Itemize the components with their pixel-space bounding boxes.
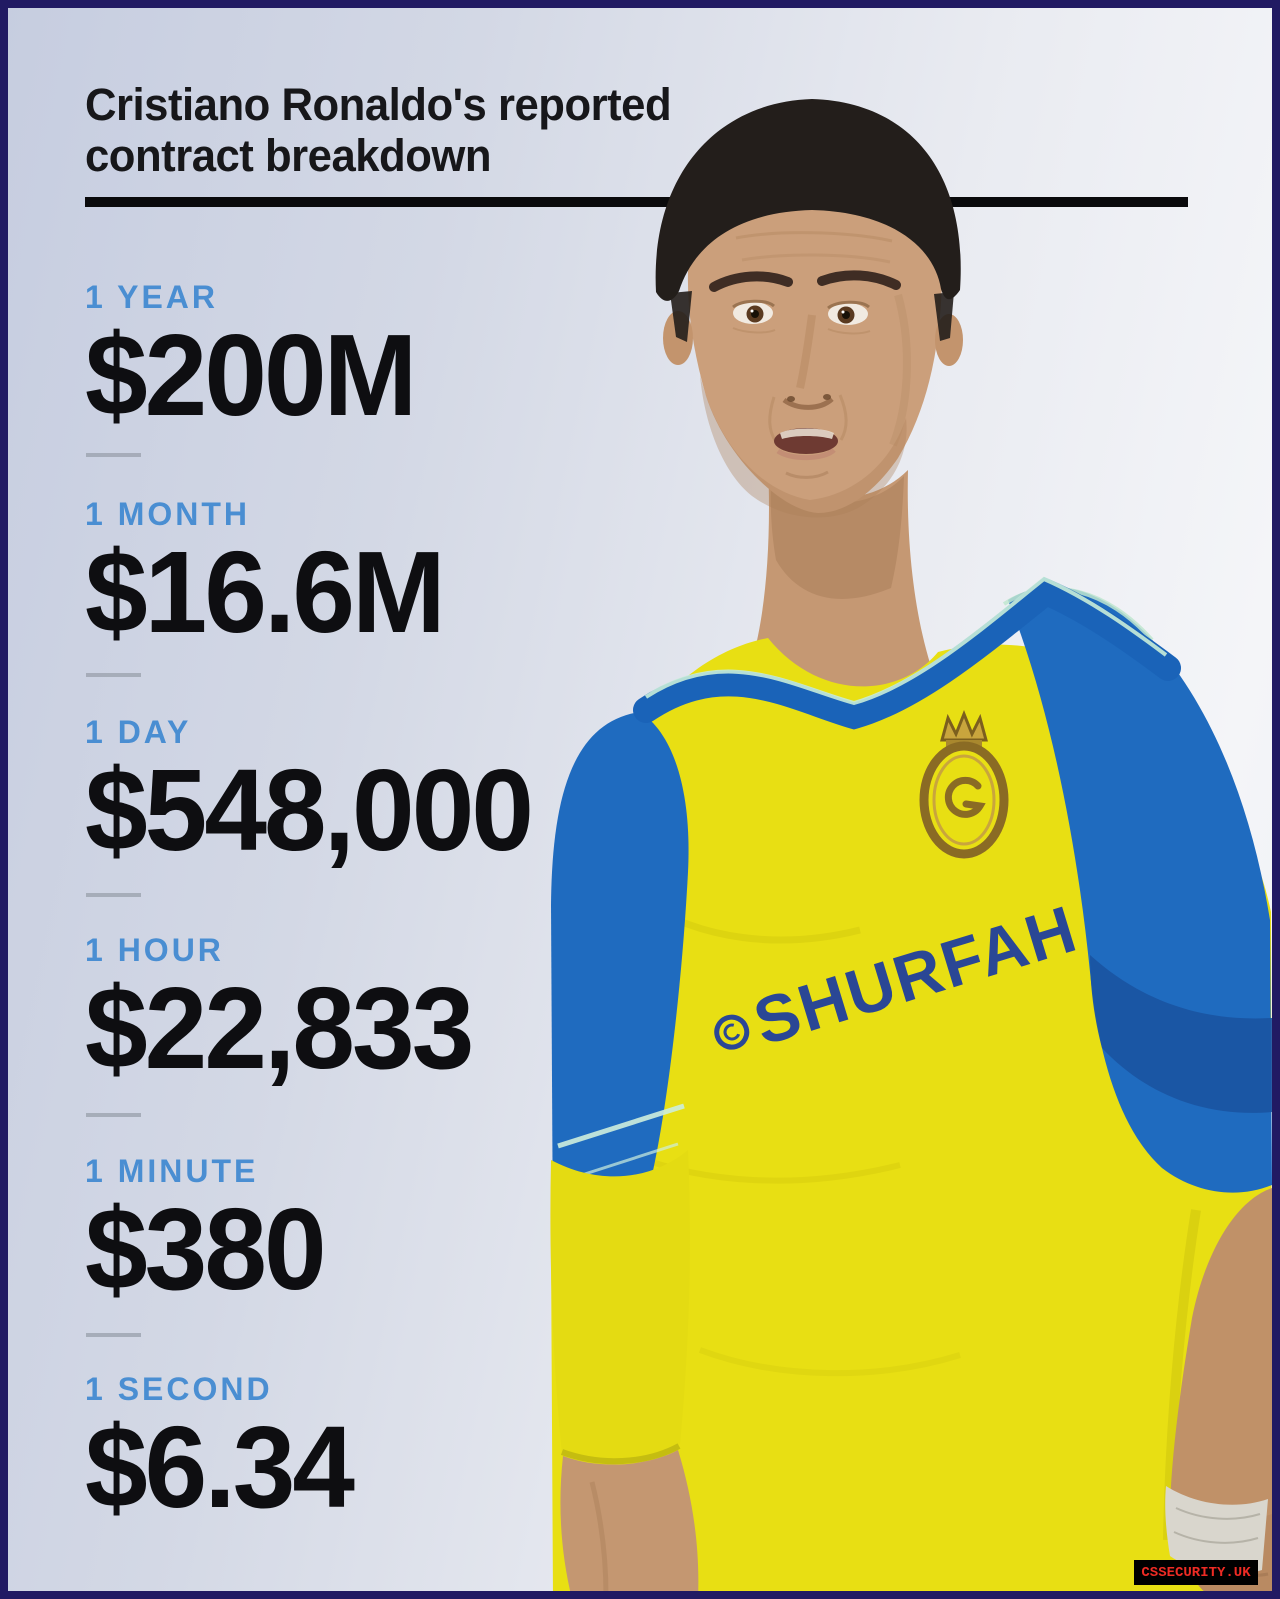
title-line-1: Cristiano Ronaldo's reported <box>85 79 672 130</box>
stat-label: 1 HOUR <box>85 932 224 968</box>
stat-row-month: 1 MONTH $16.6M <box>85 496 454 657</box>
stat-divider <box>86 893 141 897</box>
stat-divider <box>86 1333 141 1337</box>
stat-value: $16.6M <box>85 527 446 657</box>
stat-value: $6.34 <box>85 1402 355 1532</box>
stat-value: $548,000 <box>85 745 534 875</box>
stat-label: 1 YEAR <box>85 279 219 315</box>
stat-value: $380 <box>85 1184 327 1314</box>
stat-row-hour: 1 HOUR $22,833 <box>85 932 483 1093</box>
stat-value: $22,833 <box>85 963 474 1093</box>
title-underline-rule <box>85 197 1188 207</box>
stat-value: $200M <box>85 310 417 440</box>
stat-row-year: 1 YEAR $200M <box>85 279 425 440</box>
stat-row-second: 1 SECOND $6.34 <box>85 1371 360 1532</box>
stat-row-minute: 1 MINUTE $380 <box>85 1153 331 1314</box>
watermark-badge: CSSECURITY.UK <box>1134 1560 1258 1585</box>
stat-divider <box>86 453 141 457</box>
stat-divider <box>86 673 141 677</box>
stat-row-day: 1 DAY $548,000 <box>85 714 545 875</box>
title-block: Cristiano Ronaldo's reported contract br… <box>85 79 672 182</box>
stat-label: 1 SECOND <box>85 1371 273 1407</box>
stat-label: 1 MONTH <box>85 496 250 532</box>
title-line-2: contract breakdown <box>85 129 492 181</box>
watermark-text: CSSECURITY.UK <box>1141 1564 1251 1581</box>
stat-label: 1 DAY <box>85 714 192 750</box>
stat-label: 1 MINUTE <box>85 1153 259 1189</box>
stat-divider <box>86 1113 141 1117</box>
